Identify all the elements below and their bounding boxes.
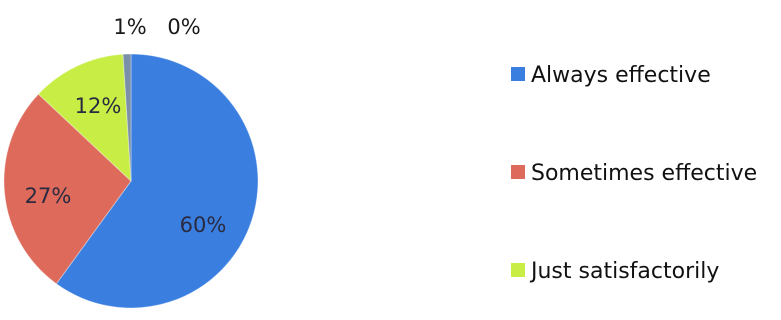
legend-always-effective-swatch [511,67,525,81]
slice-sometimes-effective [3,93,132,285]
legend-just-satisfactorily: Just satisfactorily [511,259,719,284]
slice-just-satisfactorily [37,53,132,183]
pie-slice-labels: 60% 27% 12% 1% 0% [25,15,227,237]
slice-always-effective [55,53,259,309]
legend-sometimes-effective: Sometimes effective [511,161,757,186]
legend-always-effective: Always effective [511,63,711,88]
label-just-satisfactorily: 12% [75,94,122,118]
slice-minor-1 [122,53,132,182]
legend-just-satisfactorily-label: Just satisfactorily [529,259,719,284]
label-sometimes-effective: 27% [25,184,72,208]
pie-slices [3,53,259,309]
legend: Always effective Sometimes effective Just … [511,63,757,284]
label-minor-1: 1% [113,15,146,39]
legend-sometimes-effective-swatch [511,165,525,179]
label-always-effective: 60% [180,213,227,237]
legend-sometimes-effective-label: Sometimes effective [531,161,757,186]
legend-just-satisfactorily-swatch [511,263,525,277]
legend-always-effective-label: Always effective [531,63,711,88]
label-minor-0: 0% [167,15,200,39]
